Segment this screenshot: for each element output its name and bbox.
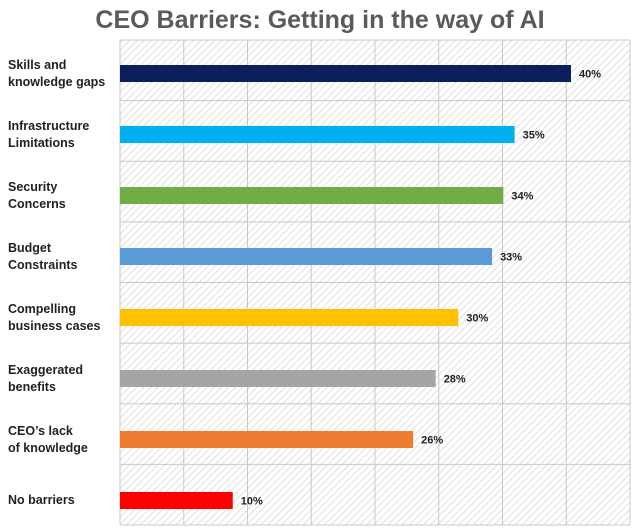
category-label-line: No barriers [8,493,75,507]
bar-value-label: 40% [579,69,601,81]
category-label-line: benefits [8,379,56,394]
bar [120,65,571,82]
category-label-line: Concerns [8,196,66,211]
bar [120,126,515,143]
category-label-line: Infrastructure [8,118,90,133]
category-label: Compelling business cases [8,301,120,335]
bar [120,248,493,265]
gridlines [119,39,631,526]
category-label-line: Skills and [8,57,67,72]
bar-value-label: 30% [466,313,488,325]
bar [120,187,504,204]
category-label: No barriers [8,492,120,509]
category-label-line: business cases [8,318,101,333]
bar-value-label: 28% [444,374,466,386]
category-label: Budget Constraints [8,240,120,274]
category-label-line: Budget [8,240,52,255]
category-label: Skills and knowledge gaps [8,57,120,91]
category-label: CEO’s lack of knowledge [8,423,120,457]
bar [120,492,233,509]
bar [120,309,459,326]
category-label-line: Exaggerated [8,362,84,377]
bar [120,431,414,448]
bar-value-label: 33% [500,252,522,264]
category-label: Security Concerns [8,179,120,213]
category-label-line: knowledge gaps [8,74,106,89]
category-label-line: Security [8,179,58,194]
chart-title: CEO Barriers: Getting in the way of AI [95,6,545,34]
category-label-line: Limitations [8,135,75,150]
bar [120,370,436,387]
category-label: Infrastructure Limitations [8,118,120,152]
bar-value-label: 26% [421,435,443,447]
value-labels: 40% 35% 34% 33% 30% 28% 26% 10% [241,69,601,508]
bar-value-label: 10% [241,496,263,508]
bars [120,65,571,509]
bar-value-label: 34% [511,191,533,203]
category-label-line: CEO’s lack [8,423,73,438]
bar-value-label: 35% [523,130,545,142]
category-label-line: Constraints [8,257,78,272]
category-label: Exaggerated benefits [8,362,120,396]
category-label-line: of knowledge [8,440,88,455]
category-label-line: Compelling [8,301,77,316]
